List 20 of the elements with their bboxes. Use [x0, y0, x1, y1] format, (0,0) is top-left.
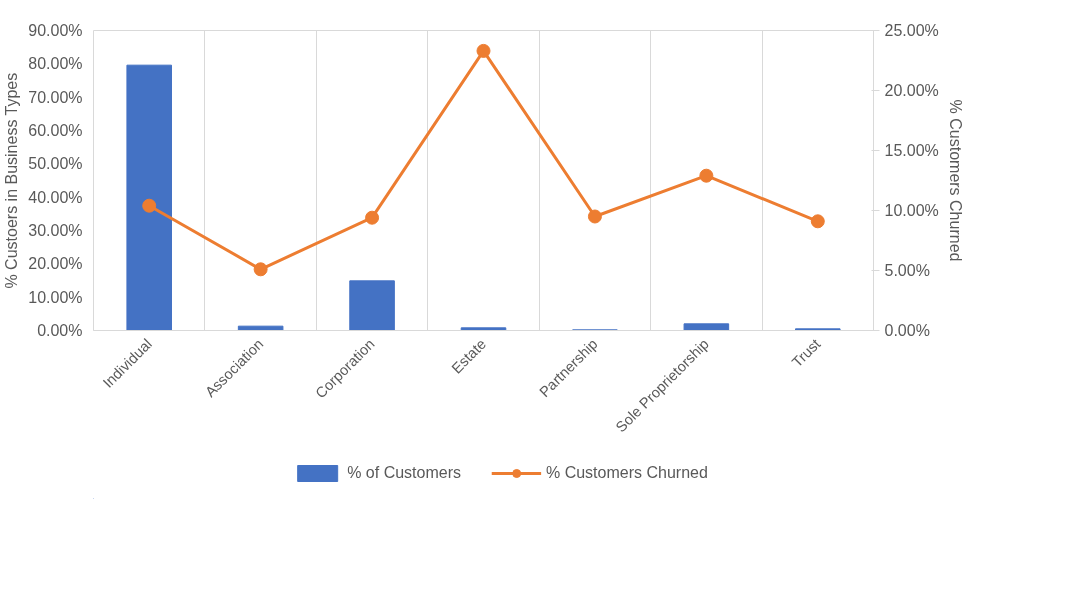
y-tick-label: 50.00% [28, 155, 83, 173]
y-tick-label: 40.00% [28, 188, 83, 206]
y2-tick-label: 0.00% [884, 322, 930, 339]
y2-axis-title: % Customers Churned [946, 99, 964, 262]
y-tick-label: 60.00% [28, 122, 83, 139]
y-tick-label: 90.00% [28, 22, 83, 39]
y-tick-label: 0.00% [37, 322, 83, 339]
y2-tick-label: 10.00% [884, 202, 939, 219]
y2-tick-label: 15.00% [884, 142, 939, 159]
y-tick-label: 30.00% [28, 222, 83, 239]
legend-label: % Customers Churned [545, 464, 708, 482]
y2-tick-label: 25.00% [884, 22, 939, 39]
y-axis-title: % Custoers in Business Types [3, 72, 21, 289]
y2-tick-label: 20.00% [884, 82, 939, 99]
y2-tick-label: 5.00% [884, 262, 930, 279]
y-tick-label: 70.00% [28, 88, 83, 106]
y-tick-label: 80.00% [28, 55, 83, 73]
y-tick-label: 10.00% [28, 288, 83, 306]
legend-label: % of Customers [347, 464, 461, 482]
y-tick-label: 20.00% [28, 255, 83, 273]
